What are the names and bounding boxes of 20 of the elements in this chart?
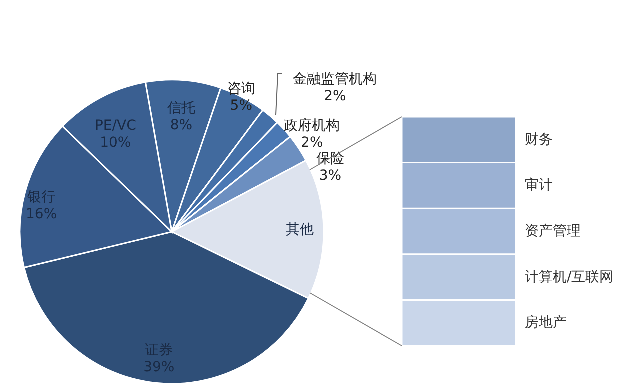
series-label: 资产管理 — [525, 224, 581, 240]
series-label: 计算机/互联网 — [525, 269, 614, 286]
slice-label: PE/VC — [94, 118, 137, 134]
series-label: 审计 — [525, 178, 553, 194]
slice-label: 政府机构 — [284, 118, 340, 134]
data-label: 16% — [26, 206, 58, 223]
slice-label: 保险 — [316, 150, 344, 167]
slice-label: 咨询 — [227, 81, 256, 98]
series-label: 房地产 — [525, 315, 567, 332]
data-label: 2% — [324, 88, 346, 104]
slice-label: 金融监管机构 — [293, 71, 378, 88]
slice-label: 银行 — [26, 190, 56, 206]
data-label: 2% — [301, 135, 324, 152]
data-label: 10% — [100, 135, 132, 152]
data-label: 8% — [170, 117, 193, 134]
slice-label: 其他 — [286, 222, 314, 238]
data-label: 3% — [319, 168, 342, 184]
slice-label: 信托 — [168, 100, 196, 116]
series-label: 财务 — [525, 132, 553, 148]
data-label: 5% — [230, 98, 253, 114]
